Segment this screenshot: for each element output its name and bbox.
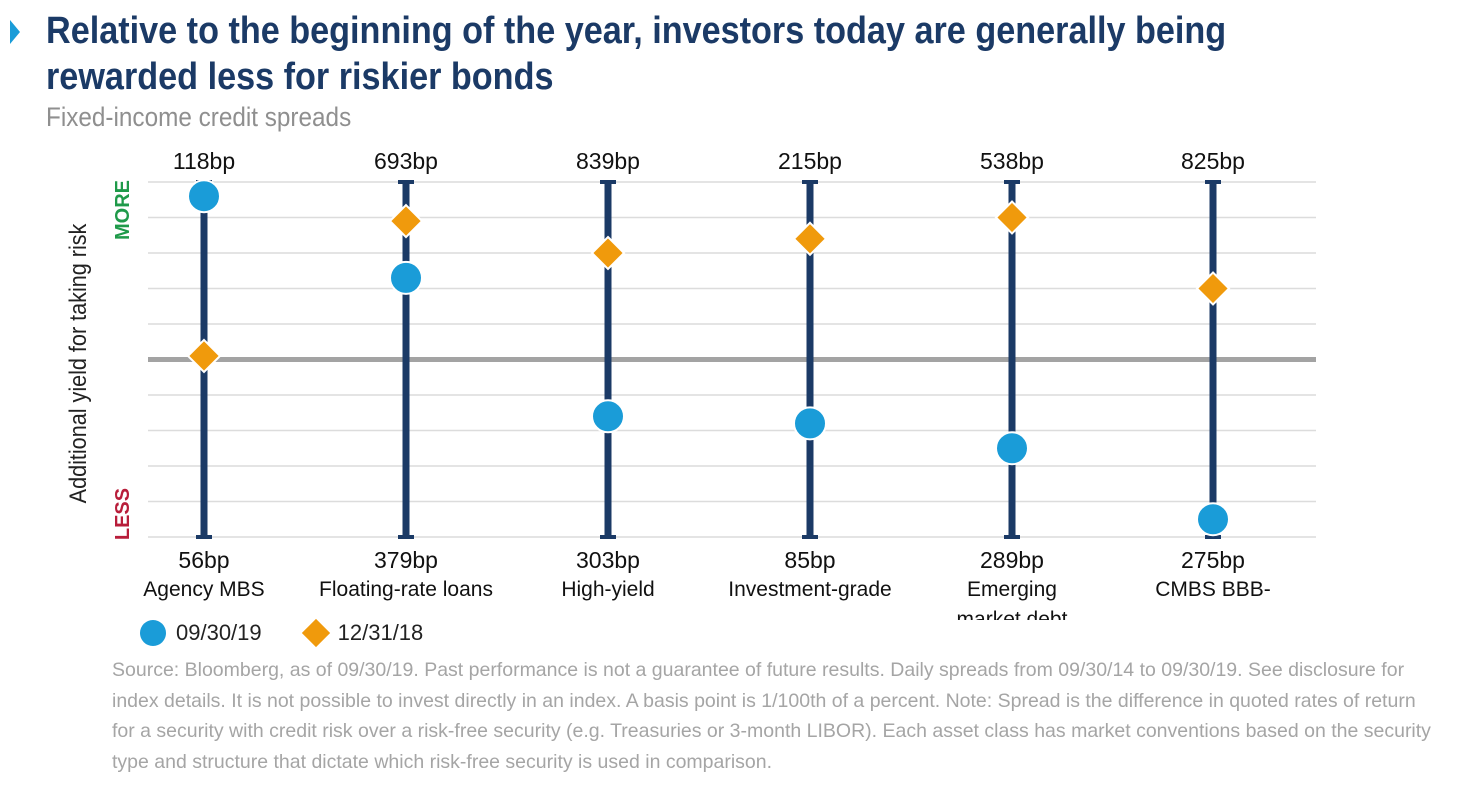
max-spread-label: 538bp (980, 148, 1044, 174)
y-axis: Additional yield for taking risk MORE LESS (64, 180, 134, 540)
marker-12-31-18 (994, 200, 1030, 235)
category-name: market debt (957, 608, 1068, 620)
gridlines (148, 181, 1316, 538)
chart-title: Relative to the beginning of the year, i… (46, 10, 1227, 98)
max-spread-label: 118bp (173, 148, 235, 174)
max-spread-label: 693bp (374, 148, 438, 174)
less-label: LESS (112, 488, 134, 540)
marker-12-31-18 (792, 221, 828, 257)
category-name: High-yield (561, 578, 654, 601)
min-spread-label: 379bp (374, 547, 438, 573)
category-name: Investment-grade (728, 578, 891, 601)
category-labels: 118bp 56bp Agency MBS 693bp 379bp Floating-ra… (143, 148, 1270, 620)
marker-09-30-19 (995, 431, 1029, 466)
legend-item-1231: 12/31/18 (301, 618, 424, 648)
marker-12-31-18 (388, 203, 424, 239)
legend: 09/30/19 12/31/18 (140, 618, 463, 648)
marker-12-31-18 (590, 235, 626, 271)
legend-label-1231: 12/31/18 (337, 620, 424, 645)
category-name: Emerging (967, 578, 1057, 601)
marker-12-31-18 (1195, 271, 1231, 306)
y-axis-label: Additional yield for taking risk (64, 223, 91, 503)
data-markers (186, 179, 1231, 537)
category-name: Floating-rate loans (319, 578, 493, 601)
marker-09-30-19 (389, 260, 423, 295)
category-name: CMBS BBB- (1155, 578, 1271, 601)
chart-subtitle: Fixed-income credit spreads (46, 102, 352, 132)
more-label: MORE (112, 180, 134, 240)
marker-09-30-19 (793, 406, 827, 441)
category-name: Agency MBS (143, 578, 264, 601)
max-spread-label: 825bp (1181, 148, 1245, 174)
range-chart: Additional yield for taking risk MORE LESS… (64, 148, 1316, 620)
source-footnote: Source: Bloomberg, as of 09/30/19. Past … (112, 659, 1431, 773)
legend-item-0930: 09/30/19 (140, 620, 262, 646)
max-spread-label: 215bp (778, 148, 842, 174)
min-spread-label: 275bp (1181, 547, 1245, 573)
diamond-marker-icon (301, 618, 330, 648)
circle-marker-icon (140, 620, 166, 646)
title-arrow-icon (10, 20, 20, 44)
legend-label-0930: 09/30/19 (176, 620, 262, 645)
min-spread-label: 289bp (980, 547, 1044, 573)
min-spread-label: 303bp (576, 547, 640, 573)
marker-12-31-18 (186, 338, 222, 374)
marker-09-30-19 (187, 179, 221, 214)
marker-09-30-19 (1196, 502, 1230, 537)
min-spread-label: 56bp (178, 547, 229, 573)
marker-09-30-19 (591, 399, 625, 434)
min-spread-label: 85bp (784, 547, 835, 573)
max-spread-label: 839bp (576, 148, 640, 174)
